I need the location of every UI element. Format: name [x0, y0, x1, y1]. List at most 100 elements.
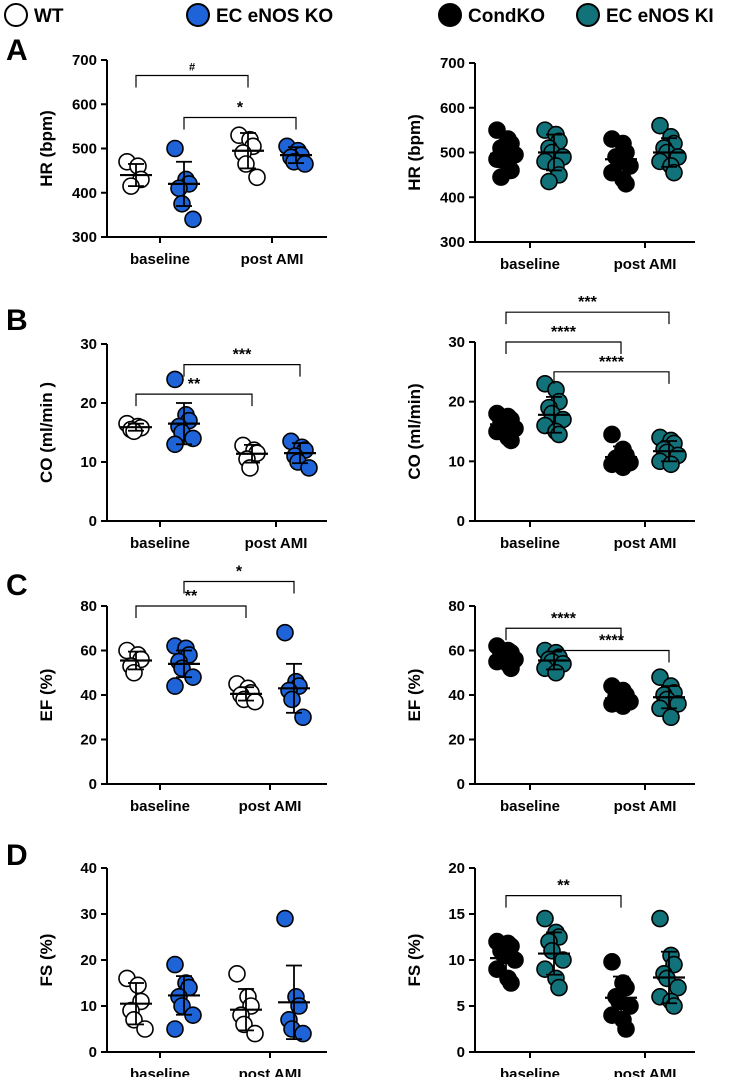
series-ec-enos-ki — [536, 116, 687, 191]
data-point — [614, 697, 632, 715]
significance-bracket: **** — [505, 610, 622, 641]
series-condko — [488, 121, 639, 193]
bracket-line — [135, 393, 253, 407]
data-point — [276, 909, 294, 928]
data-point — [550, 425, 568, 444]
bracket-line — [183, 116, 297, 130]
data-point — [136, 1020, 154, 1038]
significance-label: **** — [551, 324, 577, 341]
data-point — [276, 623, 294, 642]
x-tick-label-post-ami: post AMI — [614, 798, 677, 815]
panel-letter-d: D — [6, 839, 28, 872]
y-tick-label: 15 — [448, 906, 465, 923]
bracket-line — [505, 895, 622, 908]
data-point — [241, 459, 259, 477]
y-axis-title: HR (bpm) — [405, 114, 424, 190]
significance-bracket: ** — [135, 588, 247, 618]
data-point — [166, 1020, 184, 1038]
significance-label: # — [189, 61, 195, 73]
y-tick-label: 60 — [80, 643, 97, 660]
y-tick-label: 700 — [72, 52, 97, 69]
y-tick-label: 400 — [440, 189, 465, 206]
series-wt — [118, 414, 268, 477]
significance-bracket: * — [183, 100, 297, 130]
series-ec-enos-ko — [166, 370, 318, 477]
data-point — [166, 139, 184, 158]
y-tick-label: 20 — [448, 860, 465, 877]
data-point — [506, 951, 524, 969]
y-tick-label: 10 — [448, 453, 465, 470]
bracket-line — [135, 605, 247, 618]
y-tick-label: 700 — [440, 55, 465, 72]
x-tick-label-post-ami: post AMI — [239, 1066, 302, 1077]
data-point — [166, 955, 184, 974]
data-point — [554, 951, 572, 969]
y-axis-title: HR (bpm) — [37, 110, 56, 186]
x-tick-label-baseline: baseline — [130, 798, 190, 815]
y-axis-title: FS (%) — [37, 934, 56, 987]
data-point — [246, 1024, 264, 1043]
legend-label-wt: WT — [34, 6, 64, 27]
data-point — [617, 1020, 635, 1038]
bracket-line — [505, 627, 622, 641]
series-ec-enos-ko — [166, 137, 314, 229]
data-point — [129, 976, 147, 995]
y-tick-label: 0 — [89, 1044, 97, 1061]
significance-bracket: *** — [183, 347, 301, 377]
significance-bracket: **** — [553, 633, 670, 663]
y-tick-label: 500 — [440, 145, 465, 162]
data-point — [536, 909, 554, 928]
legend-label-ec-enos-ko: EC eNOS KO — [216, 6, 333, 27]
significance-label: **** — [551, 610, 577, 627]
significance-label: ** — [185, 588, 198, 605]
x-tick-label-baseline: baseline — [500, 535, 560, 552]
y-axis-title: EF (%) — [37, 669, 56, 722]
data-point — [621, 157, 639, 175]
legend-item-wt: WT — [4, 3, 64, 27]
y-tick-label: 60 — [448, 643, 465, 660]
data-point — [547, 663, 565, 682]
x-tick-label-baseline: baseline — [500, 256, 560, 273]
y-tick-label: 10 — [80, 454, 97, 471]
panel-a-left: 300 400 500 600 700 baseline post AMI HR (bpm) #… — [37, 52, 327, 268]
data-point — [540, 172, 558, 191]
series-ec-enos-ki — [536, 641, 687, 727]
x-tick-label-baseline: baseline — [500, 798, 560, 815]
series-condko — [488, 637, 639, 715]
y-tick-label: 0 — [89, 513, 97, 530]
x-tick-label-post-ami: post AMI — [239, 798, 302, 815]
data-point — [550, 978, 568, 997]
x-tick-label-post-ami: post AMI — [614, 1066, 677, 1077]
data-point — [294, 1024, 312, 1043]
legend-label-condko: CondKO — [468, 6, 545, 27]
significance-bracket: * — [183, 564, 295, 594]
data-point — [662, 455, 680, 474]
data-point — [166, 370, 184, 389]
data-point — [665, 163, 683, 182]
y-tick-label: 20 — [448, 732, 465, 749]
significance-bracket: ** — [135, 376, 253, 407]
panel-a-right: 300 400 500 600 700 baseline post AMI HR (bpm) — [405, 55, 695, 273]
data-point — [184, 429, 202, 448]
y-tick-label: 300 — [440, 234, 465, 251]
data-point — [651, 116, 669, 135]
legend-label-ec-enos-ki: EC eNOS KI — [606, 6, 714, 27]
series-wt — [118, 641, 264, 711]
bracket-line — [505, 341, 622, 354]
bracket-line — [183, 364, 301, 377]
y-tick-label: 20 — [80, 732, 97, 749]
x-tick-label-baseline: baseline — [130, 535, 190, 552]
series-ec-enos-ki — [536, 374, 687, 474]
significance-label: ** — [188, 376, 201, 393]
panel-c-right: 0 20 40 60 80 baseline post AMI EF (%) **** **** — [405, 598, 695, 815]
data-point — [651, 909, 669, 928]
y-tick-label: 300 — [72, 229, 97, 246]
y-tick-label: 30 — [80, 336, 97, 353]
y-tick-label: 20 — [80, 952, 97, 969]
significance-label: **** — [599, 633, 625, 650]
data-point — [294, 708, 312, 727]
legend-marker-condko — [438, 3, 462, 27]
y-tick-label: 40 — [80, 860, 97, 877]
